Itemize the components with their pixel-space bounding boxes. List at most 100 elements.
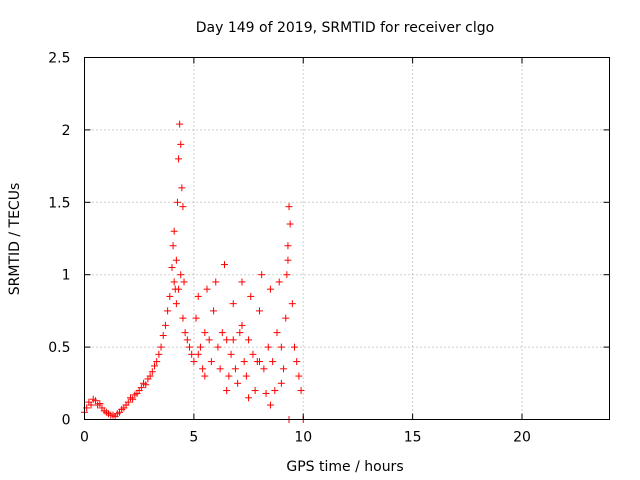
data-point	[286, 220, 294, 228]
data-point	[172, 300, 180, 308]
data-point	[284, 242, 292, 250]
data-point	[168, 263, 176, 271]
data-point	[179, 314, 187, 322]
data-point	[170, 227, 178, 235]
data-point	[164, 307, 172, 315]
x-tick-label: 20	[513, 430, 531, 446]
x-tick-label: 0	[80, 430, 89, 446]
data-point	[245, 336, 253, 344]
data-point	[269, 358, 277, 366]
data-point	[266, 285, 274, 293]
data-point	[148, 368, 156, 376]
data-point	[273, 329, 281, 337]
data-point	[177, 140, 185, 148]
data-point	[291, 343, 298, 351]
data-point	[242, 372, 250, 380]
data-point	[258, 271, 266, 279]
y-tick-label: 1.5	[48, 195, 70, 211]
data-point	[201, 329, 209, 337]
data-point	[293, 358, 301, 366]
data-point	[96, 400, 104, 408]
data-point	[179, 203, 187, 211]
y-tick-label: 1	[62, 268, 71, 284]
data-point	[285, 203, 293, 211]
data-point	[284, 256, 292, 264]
data-point	[229, 336, 237, 344]
data-point	[87, 401, 95, 409]
data-point	[169, 242, 177, 250]
x-tick-labels: 0 5 10 15 20	[80, 430, 531, 446]
data-point	[225, 372, 233, 380]
chart-title: Day 149 of 2019, SRMTID for receiver clg…	[196, 20, 494, 36]
data-point	[146, 372, 154, 380]
data-point	[129, 395, 137, 403]
x-tick-label: 10	[294, 430, 312, 446]
x-tick-label: 15	[404, 430, 422, 446]
data-point	[192, 314, 200, 322]
data-point	[161, 321, 169, 329]
grid-layer	[84, 57, 610, 420]
data-point	[190, 358, 198, 366]
y-tick-label: 0	[62, 413, 71, 429]
data-point	[175, 285, 183, 293]
y-tick-labels: 0 0.5 1 1.5 2 2.5	[48, 51, 70, 429]
data-point	[166, 292, 174, 300]
data-point	[175, 155, 183, 163]
data-point	[277, 379, 285, 387]
y-tick-label: 0.5	[48, 340, 70, 356]
data-point	[256, 358, 263, 366]
x-axis-label: GPS time / hours	[286, 459, 403, 475]
data-point	[236, 329, 244, 337]
data-point	[264, 343, 272, 351]
data-point	[231, 365, 239, 373]
data-point	[159, 332, 167, 340]
data-point	[251, 387, 259, 395]
data-point	[218, 329, 226, 337]
data-point	[205, 336, 213, 344]
data-point	[282, 314, 290, 322]
data-point	[280, 365, 288, 373]
data-point	[260, 365, 268, 373]
points-layer	[81, 120, 307, 423]
data-point	[172, 256, 180, 264]
data-point	[266, 401, 274, 409]
data-point	[249, 350, 257, 358]
data-point	[223, 387, 231, 395]
data-point	[155, 350, 163, 358]
data-point	[229, 300, 237, 308]
data-point	[227, 350, 235, 358]
data-point	[199, 365, 207, 373]
data-point	[271, 387, 279, 395]
data-point	[194, 350, 202, 358]
ticks-layer	[84, 57, 610, 420]
data-point	[245, 394, 253, 402]
data-point	[295, 372, 303, 380]
data-point	[186, 343, 193, 351]
data-point	[210, 307, 218, 315]
data-point	[170, 278, 178, 286]
data-point	[216, 365, 224, 373]
data-point	[234, 379, 242, 387]
data-point	[183, 336, 191, 344]
data-point	[178, 184, 186, 192]
y-axis-label: SRMTID / TECUs	[7, 183, 23, 296]
data-point	[214, 343, 222, 351]
data-point	[194, 292, 202, 300]
data-point	[180, 278, 188, 286]
data-point	[142, 381, 150, 389]
plot-frame	[84, 57, 610, 420]
data-point	[212, 278, 220, 286]
data-point	[157, 343, 165, 351]
data-point	[137, 384, 145, 392]
data-point	[203, 285, 211, 293]
data-point	[277, 343, 285, 351]
data-point	[207, 358, 215, 366]
data-point	[153, 358, 161, 366]
y-tick-label: 2.5	[48, 51, 70, 67]
data-point	[124, 398, 132, 406]
data-point	[262, 389, 270, 397]
data-point	[297, 387, 305, 395]
data-point	[173, 198, 181, 206]
data-point	[196, 343, 204, 351]
